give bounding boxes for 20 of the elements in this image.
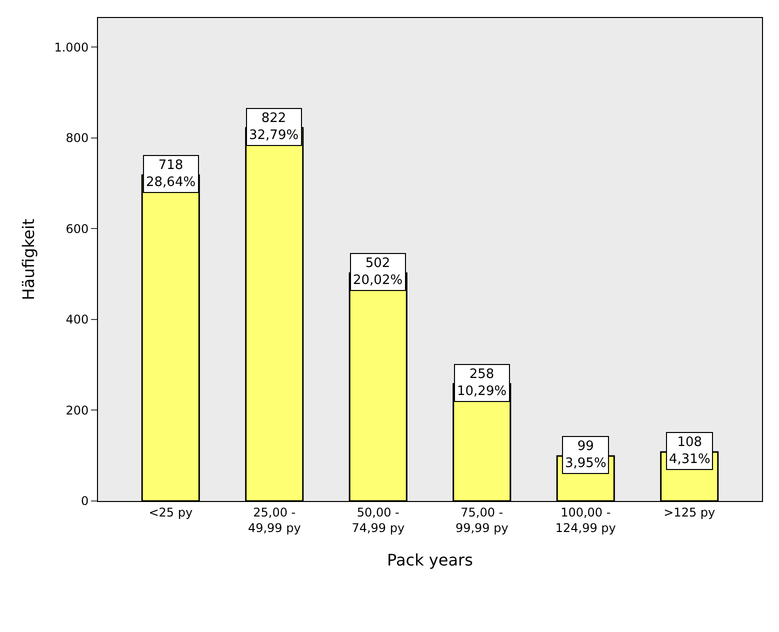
x-tick-label: <25 py: [148, 505, 193, 520]
x-axis-title: Pack years: [387, 550, 473, 570]
x-tick-label: 75,00 - 99,99 py: [455, 505, 508, 535]
x-tick-label: 100,00 - 124,99 py: [555, 505, 616, 535]
data-label: 822 32,79%: [249, 111, 299, 143]
data-label: 108 4,31%: [669, 435, 710, 467]
y-tick-label: 400: [66, 312, 89, 327]
y-axis-title: Häufigkeit: [19, 218, 38, 300]
y-tick-label: 600: [66, 222, 89, 236]
x-tick-label: 25,00 - 49,99 py: [248, 505, 301, 535]
data-label: 99 3,95%: [565, 439, 606, 471]
data-label: 718 28,64%: [146, 158, 196, 190]
data-label: 258 10,29%: [457, 367, 507, 399]
x-tick-label: 50,00 - 74,99 py: [352, 505, 405, 535]
y-tick-label: 800: [66, 131, 89, 146]
y-tick-label: 0: [80, 494, 89, 508]
x-tick-label: >125 py: [664, 505, 716, 520]
data-label: 502 20,02%: [353, 256, 403, 288]
y-tick-label: 200: [66, 403, 89, 418]
y-tick-label: 1.000: [54, 40, 89, 54]
